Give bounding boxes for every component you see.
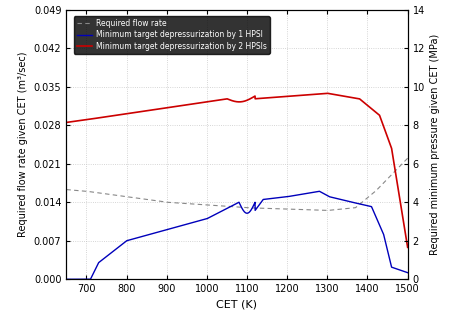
Minimum target depressurization by 2 HPSIs	[362, 101, 367, 105]
Minimum target depressurization by 2 HPSIs	[209, 99, 215, 103]
Minimum target depressurization by 1 HPSI	[317, 189, 322, 193]
Minimum target depressurization by 2 HPSIs	[123, 112, 128, 116]
Y-axis label: Required flow rate given CET (m³/sec): Required flow rate given CET (m³/sec)	[18, 52, 28, 237]
Line: Required flow rate: Required flow rate	[66, 158, 408, 211]
Minimum target depressurization by 2 HPSIs	[398, 205, 404, 209]
Required flow rate	[325, 209, 330, 213]
Minimum target depressurization by 1 HPSI	[194, 220, 200, 223]
Legend: Required flow rate, Minimum target depressurization by 1 HPSI, Minimum target de: Required flow rate, Minimum target depre…	[73, 16, 270, 54]
Minimum target depressurization by 1 HPSI	[102, 256, 108, 259]
Required flow rate	[123, 195, 128, 198]
Required flow rate	[194, 203, 200, 206]
Minimum target depressurization by 2 HPSIs	[405, 246, 410, 249]
Minimum target depressurization by 1 HPSI	[123, 240, 128, 244]
Required flow rate	[64, 188, 69, 192]
Minimum target depressurization by 2 HPSIs	[325, 91, 330, 95]
Minimum target depressurization by 1 HPSI	[362, 203, 367, 207]
X-axis label: CET (K): CET (K)	[217, 300, 257, 310]
Y-axis label: Required minimum pressure given CET (MPa): Required minimum pressure given CET (MPa…	[430, 34, 440, 255]
Minimum target depressurization by 2 HPSIs	[64, 120, 69, 124]
Minimum target depressurization by 1 HPSI	[398, 268, 404, 272]
Required flow rate	[405, 156, 410, 160]
Required flow rate	[398, 163, 404, 167]
Required flow rate	[102, 192, 108, 196]
Minimum target depressurization by 1 HPSI	[209, 214, 215, 218]
Minimum target depressurization by 2 HPSIs	[102, 115, 108, 119]
Minimum target depressurization by 2 HPSIs	[194, 101, 200, 105]
Required flow rate	[209, 204, 215, 207]
Minimum target depressurization by 1 HPSI	[64, 277, 69, 281]
Line: Minimum target depressurization by 1 HPSI: Minimum target depressurization by 1 HPS…	[66, 191, 408, 279]
Minimum target depressurization by 1 HPSI	[405, 271, 410, 274]
Line: Minimum target depressurization by 2 HPSIs: Minimum target depressurization by 2 HPS…	[66, 93, 408, 247]
Required flow rate	[362, 198, 367, 202]
